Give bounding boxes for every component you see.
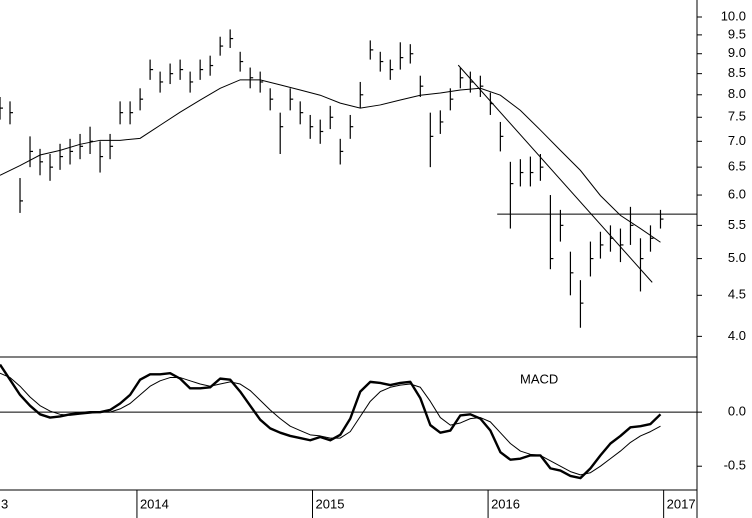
- x-tick-label: 3: [1, 496, 8, 511]
- y-tick-label: 4.0: [728, 328, 746, 343]
- y-tick-label: 0.0: [728, 404, 746, 419]
- y-tick-label: 6.0: [728, 186, 746, 201]
- y-tick-label: 8.0: [728, 86, 746, 101]
- y-tick-label: 7.5: [728, 109, 746, 124]
- y-tick-label: 5.5: [728, 217, 746, 232]
- x-tick-label: 2016: [491, 496, 520, 511]
- y-tick-label: 6.5: [728, 159, 746, 174]
- y-tick-label: -0.5: [724, 458, 746, 473]
- y-tick-label: 4.5: [728, 287, 746, 302]
- y-tick-label: 8.5: [728, 65, 746, 80]
- trend-line: [457, 64, 653, 283]
- moving-average: [0, 79, 661, 243]
- y-tick-label: 5.0: [728, 250, 746, 265]
- x-tick-label: 2015: [316, 496, 345, 511]
- y-tick-label: 7.0: [728, 133, 746, 148]
- macd-line: [0, 363, 662, 480]
- x-tick-label: 2014: [140, 496, 169, 511]
- macd-line: [0, 372, 661, 476]
- panel-title: MACD: [520, 371, 558, 386]
- y-tick-label: 10.0: [721, 8, 746, 23]
- y-tick-label: 9.5: [728, 26, 746, 41]
- x-tick-label: 2017: [667, 496, 696, 511]
- y-tick-label: 9.0: [728, 45, 746, 60]
